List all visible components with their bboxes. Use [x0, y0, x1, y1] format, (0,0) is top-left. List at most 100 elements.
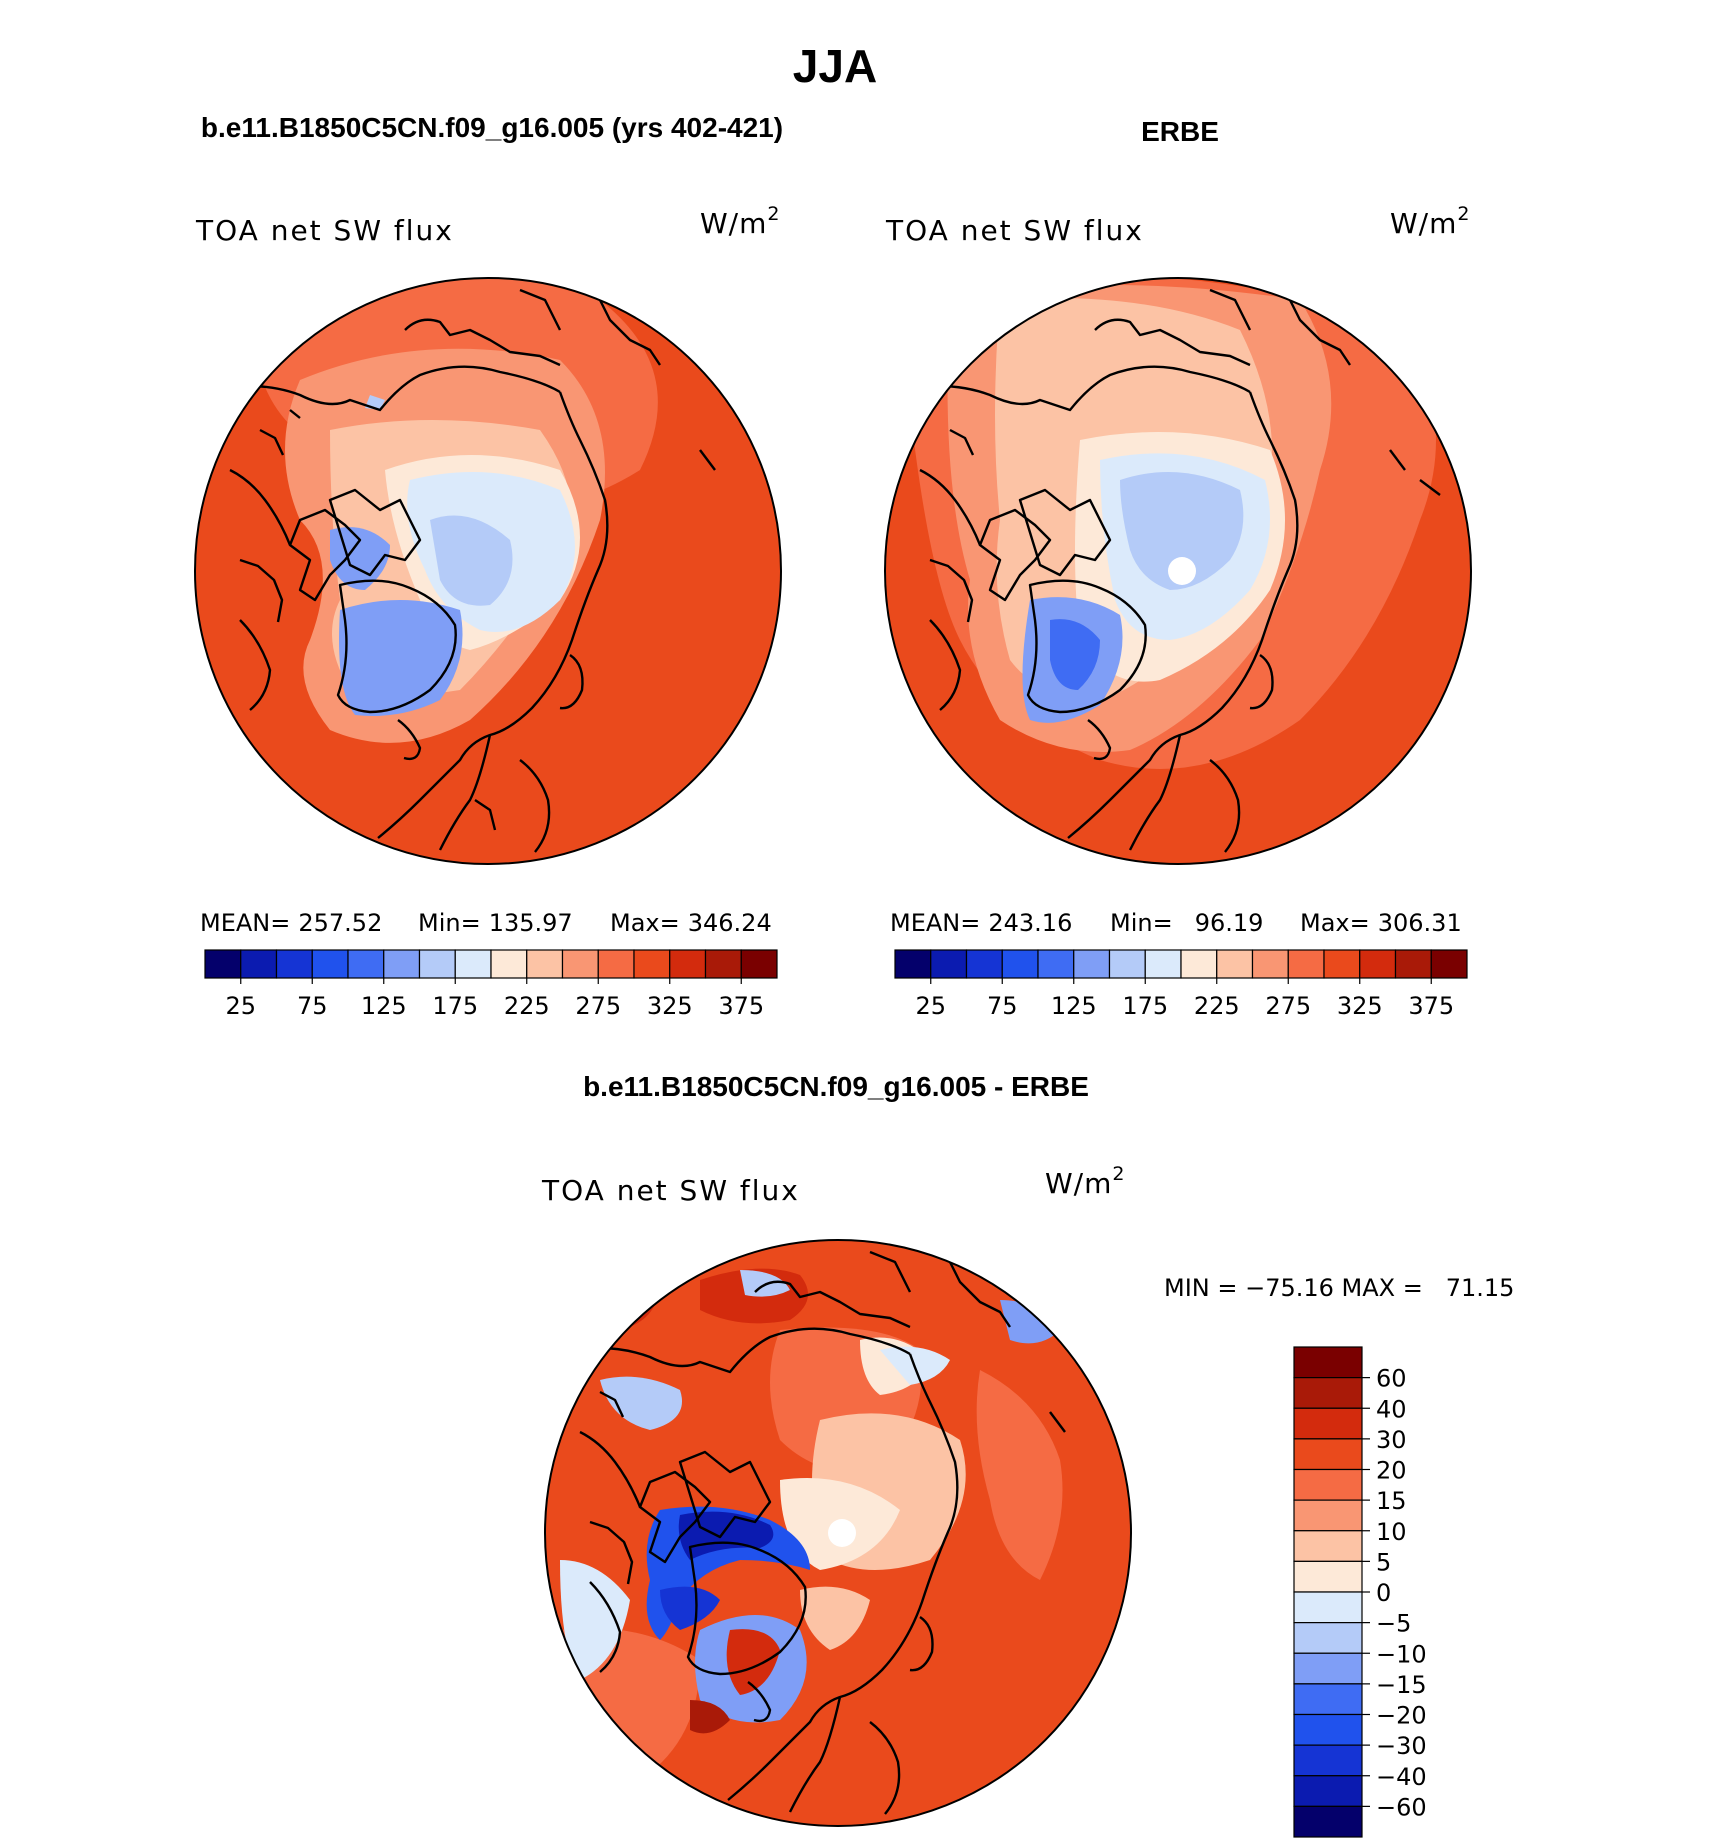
colorbar-box — [1293, 1499, 1363, 1532]
colorbar-box — [894, 949, 932, 979]
panel-model-max-label: Max= — [610, 909, 680, 937]
panel-obs-max-value: 306.31 — [1378, 909, 1462, 937]
panel-obs-pole-hole — [1168, 557, 1196, 585]
colorbar-box — [1394, 949, 1432, 979]
colorbar-box — [1293, 1775, 1363, 1807]
colorbar-tick-label: −40 — [1376, 1763, 1427, 1791]
panel-model: b.e11.B1850C5CN.f09_g16.005 (yrs 402-421… — [194, 112, 783, 1020]
colorbar-box — [1251, 949, 1289, 979]
colorbar-box — [1293, 1622, 1363, 1654]
panel-obs-colorbar: 25 75 125 175 225 275 325 375 — [894, 949, 1468, 1020]
colorbar-box — [454, 949, 492, 979]
colorbar-box — [1287, 949, 1325, 979]
panel-obs-mean-label: MEAN= — [890, 909, 980, 937]
colorbar-tick-label: 175 — [1122, 992, 1168, 1020]
colorbar-box — [383, 949, 421, 979]
panel-obs-mean-value: 243.16 — [988, 909, 1072, 937]
colorbar-box — [347, 949, 385, 979]
panel-diff-title: b.e11.B1850C5CN.f09_g16.005 - ERBE — [583, 1071, 1089, 1102]
colorbar-box — [490, 949, 528, 979]
panel-diff-fill-m5a — [600, 1376, 682, 1430]
colorbar-tick-label: 25 — [915, 992, 946, 1020]
colorbar-tick-label: 125 — [361, 992, 407, 1020]
panel-obs-title: ERBE — [1141, 116, 1219, 147]
panel-diff-units: W/m2 — [1045, 1163, 1126, 1200]
colorbar-box — [1430, 949, 1468, 979]
colorbar-tick-label: 375 — [1408, 992, 1454, 1020]
panel-model-max: Max= 346.24 — [610, 909, 772, 937]
colorbar-tick-label: 375 — [718, 992, 764, 1020]
panel-obs-units: W/m2 — [1390, 203, 1471, 240]
colorbar-box — [1144, 949, 1182, 979]
colorbar-box — [240, 949, 278, 979]
panel-obs: ERBE TOA net SW flux W/m2 — [884, 116, 1472, 1020]
colorbar-tick-label: 325 — [647, 992, 693, 1020]
panel-model-title: b.e11.B1850C5CN.f09_g16.005 (yrs 402-421… — [201, 112, 783, 143]
panel-diff-fill-30c — [726, 1629, 780, 1695]
colorbar-tick-label: 30 — [1376, 1426, 1407, 1454]
panel-diff-fill-15a — [976, 1370, 1063, 1580]
colorbar-box — [1293, 1683, 1363, 1716]
panel-model-fill-150b — [330, 527, 390, 590]
panel-obs-max: Max= 306.31 — [1300, 909, 1462, 937]
panel-diff-fill-10b — [800, 1586, 870, 1650]
panel-model-colorbar: 25 75 125 175 225 275 325 375 — [204, 949, 778, 1020]
panel-obs-variable: TOA net SW flux — [885, 214, 1144, 247]
panel-obs-min-value: 96.19 — [1195, 909, 1264, 937]
colorbar-box — [1293, 1805, 1363, 1838]
colorbar-tick-label: 225 — [504, 992, 550, 1020]
panel-obs-coastlines — [899, 288, 1441, 853]
colorbar-box — [1293, 1377, 1363, 1409]
panel-obs-units-exp: 2 — [1457, 203, 1470, 225]
panel-diff-pole-hole — [828, 1519, 856, 1547]
colorbar-box — [311, 949, 349, 979]
colorbar-box — [204, 949, 242, 979]
colorbar-tick-label: 60 — [1376, 1365, 1407, 1393]
colorbar-tick-label: 275 — [575, 992, 621, 1020]
panel-model-min: Min= 135.97 — [418, 909, 573, 937]
colorbar-tick-label: −10 — [1376, 1640, 1427, 1668]
colorbar-box — [704, 949, 742, 979]
colorbar-box — [633, 949, 671, 979]
colorbar-box — [526, 949, 564, 979]
colorbar-box — [418, 949, 456, 979]
colorbar-box — [1001, 949, 1039, 979]
colorbar-tick-label: 40 — [1376, 1395, 1407, 1423]
panel-model-coastlines — [209, 288, 716, 853]
panel-diff-minmax: MIN = −75.16 MAX = 71.15 — [1164, 1274, 1514, 1302]
colorbar-box — [1293, 1530, 1363, 1562]
colorbar-box — [930, 949, 968, 979]
panel-diff-fill-m15 — [1000, 1300, 1060, 1344]
colorbar-box — [1180, 949, 1218, 979]
panel-model-mean-label: MEAN= — [200, 909, 290, 937]
panel-diff-fill-40 — [690, 1700, 730, 1734]
colorbar-tick-label: 5 — [1376, 1548, 1391, 1576]
colorbar-tick-label: −20 — [1376, 1702, 1427, 1730]
panel-model-min-value: 135.97 — [489, 909, 573, 937]
panel-diff: b.e11.B1850C5CN.f09_g16.005 - ERBE TOA n… — [541, 1071, 1514, 1838]
colorbar-box — [597, 949, 635, 979]
panel-obs-min: Min= 96.19 — [1110, 909, 1263, 937]
colorbar-box — [1293, 1591, 1363, 1624]
panel-obs-fill-125 — [1050, 619, 1100, 690]
colorbar-box — [740, 949, 778, 979]
colorbar-box — [1359, 949, 1397, 979]
colorbar-box — [1293, 1713, 1363, 1746]
panel-model-max-value: 346.24 — [688, 909, 772, 937]
panel-model-fill-175 — [430, 515, 513, 606]
panel-model-units: W/m2 — [700, 203, 781, 240]
colorbar-tick-label: −30 — [1376, 1732, 1427, 1760]
panel-diff-coastlines — [559, 1250, 1066, 1815]
colorbar-tick-label: 175 — [432, 992, 478, 1020]
colorbar-box — [1073, 949, 1111, 979]
panel-model-stats: MEAN= 257.52 Min= 135.97 Max= 346.24 — [200, 909, 772, 937]
panel-diff-map-border — [544, 1239, 1132, 1827]
colorbar-tick-label: 325 — [1337, 992, 1383, 1020]
colorbar-box — [1293, 1744, 1363, 1777]
colorbar-box — [965, 949, 1003, 979]
panel-model-mean: MEAN= 257.52 — [200, 909, 382, 937]
colorbar-tick-label: 25 — [225, 992, 256, 1020]
panel-model-mean-value: 257.52 — [298, 909, 382, 937]
